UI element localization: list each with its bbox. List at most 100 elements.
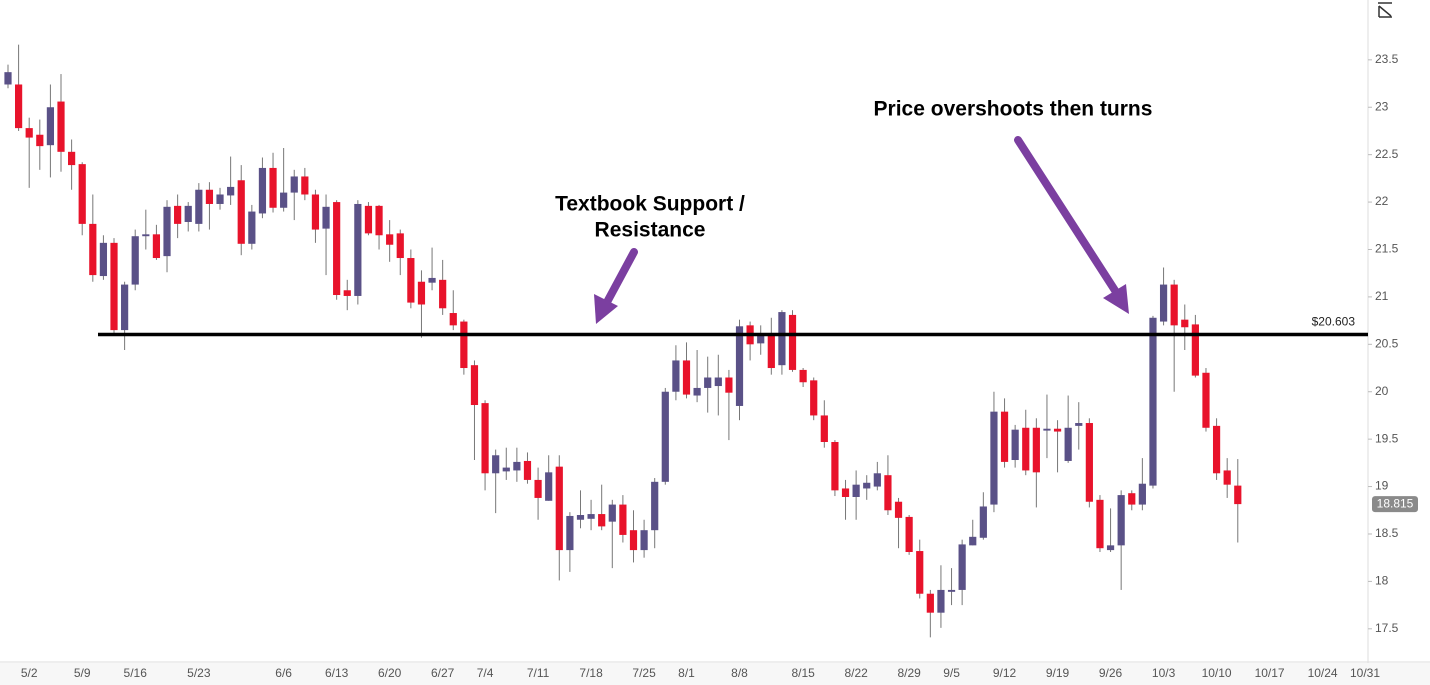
candle-body (407, 258, 415, 303)
candle-body (449, 313, 457, 326)
candle-body (619, 504, 627, 535)
candle-body (152, 234, 161, 259)
candle-body (661, 391, 669, 482)
candle-body (916, 551, 924, 594)
candle-body (333, 202, 341, 296)
candle-body (205, 189, 214, 204)
candle-body (958, 544, 966, 590)
arrow-shaft (602, 248, 638, 308)
annotation: Price overshoots then turns (874, 98, 1153, 121)
arrow-head (594, 294, 618, 324)
y-tick-label: 20.5 (1375, 336, 1399, 350)
candle-body (15, 84, 23, 129)
candle-body (990, 411, 998, 505)
candle-body (608, 504, 616, 522)
x-tick-label: 9/26 (1099, 666, 1123, 680)
candle-body (142, 234, 150, 237)
x-tick-label: 9/19 (1046, 666, 1070, 680)
x-tick-label: 8/29 (897, 666, 921, 680)
candle-body (873, 473, 881, 487)
candle-body (884, 475, 892, 511)
candle-body (322, 206, 330, 229)
candle-body (386, 234, 394, 245)
candle-body (195, 189, 203, 224)
candle-body (396, 233, 404, 259)
candle-body (894, 501, 903, 518)
x-tick-label: 6/13 (325, 666, 349, 680)
candle-body (1170, 284, 1178, 326)
arrow-shaft (1014, 136, 1120, 296)
y-tick-label: 21 (1375, 289, 1389, 303)
toolbar-icon[interactable] (1372, 0, 1398, 20)
x-tick-label: 5/9 (74, 666, 91, 680)
icon-glyph[interactable] (1378, 2, 1392, 18)
candle-body (121, 284, 129, 331)
candle-body (905, 516, 913, 552)
candle-body (502, 467, 510, 472)
candle-body (481, 403, 489, 474)
candle-body (1181, 319, 1189, 328)
annotation: Resistance (595, 219, 706, 242)
x-tick-label: 7/18 (579, 666, 603, 680)
candle-body (364, 205, 373, 234)
x-tick-label: 7/4 (477, 666, 494, 680)
y-tick-label: 19.5 (1375, 431, 1399, 445)
y-tick-label: 22 (1375, 194, 1389, 208)
candle-body (576, 515, 585, 520)
candle-body (25, 128, 33, 138)
x-tick-label: 8/1 (678, 666, 695, 680)
candle-body (460, 321, 468, 369)
y-tick-label: 17.5 (1375, 621, 1399, 635)
candle-body (1032, 427, 1040, 473)
candle-body (428, 277, 436, 283)
candle-body (587, 514, 595, 519)
annotation: Textbook Support / (555, 193, 745, 216)
candle-body (693, 387, 701, 396)
x-tick-label: 9/12 (993, 666, 1017, 680)
candle-body (4, 72, 12, 85)
x-tick-label: 6/6 (275, 666, 292, 680)
candle-body (852, 484, 860, 497)
y-tick-label: 18.5 (1375, 526, 1399, 540)
candle-body (566, 515, 574, 551)
y-tick-label: 18 (1375, 574, 1389, 588)
candle-body (301, 176, 309, 195)
candle-body (682, 360, 691, 395)
y-tick-label: 20 (1375, 384, 1389, 398)
candle-body (1096, 499, 1104, 549)
candle-body (788, 314, 797, 370)
x-axis-band (0, 663, 1430, 685)
candles (4, 44, 1242, 638)
x-tick-label: 9/5 (943, 666, 960, 680)
candle-body (714, 377, 722, 387)
candle-body (184, 205, 192, 222)
candle-body (248, 211, 256, 244)
x-tick-label: 6/27 (431, 666, 455, 680)
x-tick-label: 8/15 (791, 666, 815, 680)
candle-body (672, 360, 680, 392)
candle-body (704, 377, 712, 388)
candle-body (131, 236, 139, 285)
candle-body (417, 281, 426, 305)
candle-body (757, 335, 765, 344)
candle-body (1138, 483, 1146, 505)
candle-body (545, 472, 553, 501)
candle-body (227, 186, 235, 196)
candle-body (937, 589, 945, 613)
candle-body (78, 164, 86, 224)
candle-body (1149, 317, 1157, 486)
candle-body (36, 134, 44, 147)
y-tick-label: 23 (1375, 99, 1389, 113)
candle-body (523, 460, 532, 480)
candle-body (513, 461, 521, 471)
candle-body (1128, 493, 1136, 505)
x-tick-label: 8/22 (844, 666, 868, 680)
candle-body (629, 530, 638, 551)
x-tick-label: 5/2 (21, 666, 38, 680)
candle-body (1053, 428, 1062, 432)
x-tick-label: 10/17 (1255, 666, 1285, 680)
x-tick-label: 7/25 (632, 666, 656, 680)
candle-body (1064, 427, 1072, 461)
